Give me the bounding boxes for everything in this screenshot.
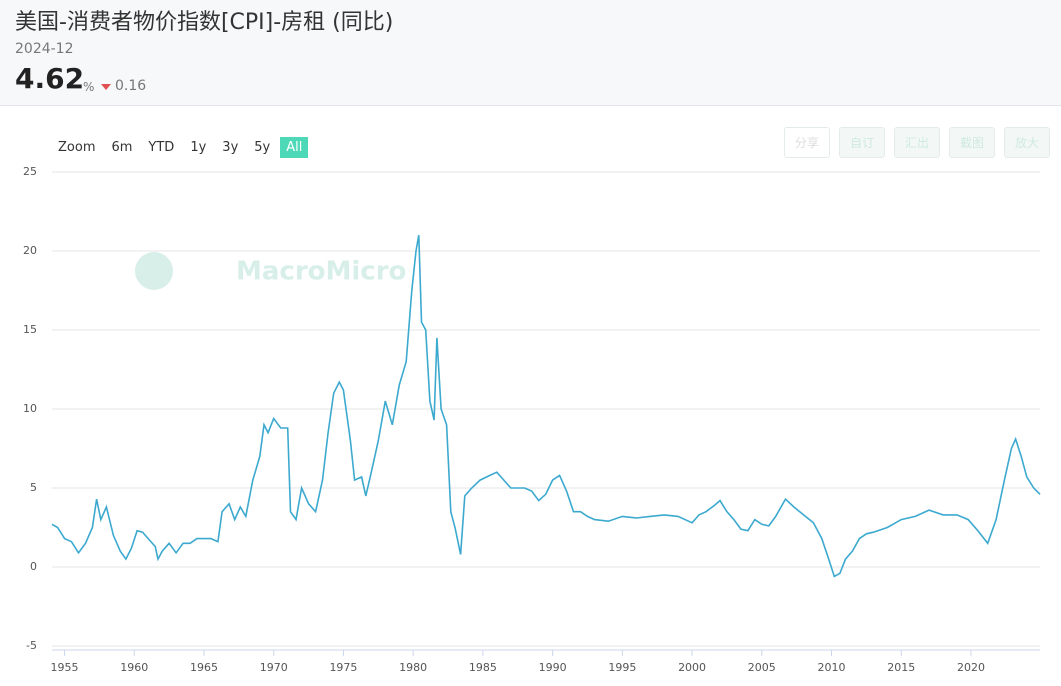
y-tick-label: 20 [23,244,37,257]
range-selector: Zoom 6m YTD 1y 3y 5y All [52,137,309,158]
y-tick-label: 5 [30,481,37,494]
action-button[interactable]: 截图 [948,127,995,158]
date: 2024-12 [15,41,74,57]
y-tick-label: 10 [23,402,37,415]
action-button[interactable]: 汇出 [893,127,940,158]
down-arrow [101,84,111,90]
x-tick-label: 1995 [608,661,636,674]
x-tick-label: 2000 [678,661,706,674]
range-button[interactable]: All [280,137,309,158]
x-tick-label: 1970 [260,661,288,674]
x-tick-label: 2005 [748,661,776,674]
x-tick-label: 1980 [399,661,427,674]
header: 美国-消费者物价指数[CPI]-房租 (同比) 2024-12 4.62 % 0… [0,0,1061,106]
title: 美国-消费者物价指数[CPI]-房租 (同比) [15,10,394,35]
x-tick-label: 1975 [329,661,357,674]
x-tick-label: 2010 [818,661,846,674]
y-tick-label: 15 [23,323,37,336]
x-tick-label: 2015 [887,661,915,674]
x-tick-label: 1985 [469,661,497,674]
range-button[interactable]: 3y [222,140,239,155]
range-button[interactable]: 5y [254,140,271,155]
watermark: MacroMicro [236,257,406,287]
y-tick-label: 25 [23,165,37,178]
watermark-logo [135,252,173,290]
range-button[interactable]: 1y [190,140,207,155]
chart: MacroMicro -5 0 5 10 15 20 25 1955 1960 1965 1970 1… [23,165,1041,674]
action-buttons: 分享 自订 汇出 截图 放大 [783,127,1050,158]
action-button[interactable]: 分享 [783,127,830,158]
change: 0.16 [115,78,147,94]
y-tick-label: 0 [30,560,37,573]
action-button[interactable]: 放大 [1003,127,1050,158]
x-tick-label: 1965 [190,661,218,674]
y-tick-label: -5 [26,639,37,652]
latest-value: 4.62 [15,62,85,95]
x-tick-label: 1955 [51,661,79,674]
action-button[interactable]: 自订 [838,127,885,158]
x-tick-label: 2020 [957,661,985,674]
line-series [51,235,1041,578]
range-button[interactable]: YTD [148,140,175,155]
unit: % [83,80,95,94]
zoom-label: Zoom [58,140,96,155]
range-button[interactable]: 6m [111,140,133,155]
x-tick-label: 1990 [539,661,567,674]
x-tick-label: 1960 [120,661,148,674]
